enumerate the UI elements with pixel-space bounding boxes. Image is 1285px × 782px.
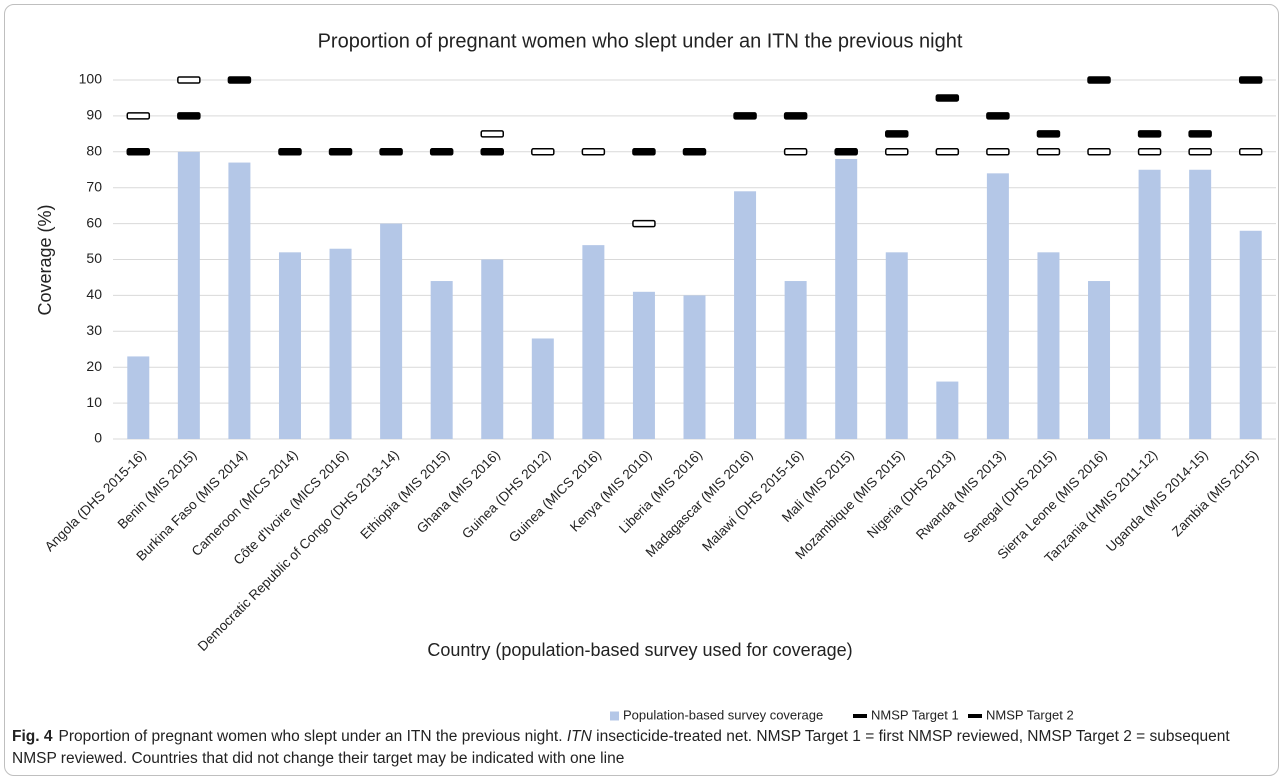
bar — [784, 281, 807, 439]
x-tick-label: Senegal (DHS 2015) — [960, 447, 1059, 546]
bar — [683, 295, 706, 439]
y-tick-label: 0 — [94, 430, 102, 446]
bar — [1037, 252, 1060, 439]
x-tick-label: Guinea (DHS 2012) — [459, 447, 553, 541]
caption-label: Fig. 4 — [12, 728, 53, 745]
bar — [1138, 169, 1161, 439]
target-marker — [177, 76, 201, 84]
target-marker — [328, 148, 353, 156]
legend-swatch — [968, 714, 982, 718]
target-marker — [1238, 76, 1263, 84]
bar — [177, 151, 200, 440]
target-marker — [531, 148, 555, 156]
bar — [936, 381, 959, 439]
bar — [582, 245, 605, 439]
x-tick-label: Guinea (MICS 2016) — [506, 447, 604, 545]
target-marker — [1036, 130, 1061, 138]
x-tick-label: Nigeria (DHS 2013) — [864, 447, 958, 541]
x-tick-label: Rwanda (MIS 2013) — [913, 447, 1009, 543]
y-tick-label: 20 — [86, 358, 102, 374]
legend-label: Population-based survey coverage — [623, 707, 823, 722]
bar — [835, 158, 858, 440]
y-tick-label: 100 — [79, 71, 103, 87]
target-marker — [1238, 148, 1263, 156]
caption: Fig. 4 Proportion of pregnant women who s… — [12, 726, 1274, 770]
bar — [632, 291, 655, 439]
y-tick-label: 10 — [86, 394, 102, 410]
bar — [127, 356, 150, 439]
chart-title: Proportion of pregnant women who slept u… — [318, 30, 963, 52]
figure-frame — [4, 4, 1279, 776]
legend-swatch — [610, 711, 619, 721]
target-marker — [480, 130, 504, 138]
legend-label: NMSP Target 1 — [871, 707, 959, 722]
bar — [1239, 230, 1262, 439]
target-marker — [1188, 130, 1212, 138]
caption-text: insecticide-treated net. NMSP Target 1 =… — [12, 728, 1230, 767]
x-tick-label: Angola (DHS 2015-16) — [42, 447, 149, 554]
target-marker — [480, 148, 504, 156]
target-marker — [1087, 148, 1111, 156]
target-marker — [126, 148, 151, 156]
bar — [885, 252, 908, 439]
bar — [278, 252, 301, 439]
target-marker — [783, 148, 808, 156]
target-marker — [783, 112, 808, 120]
x-tick-label: Zambia (MIS 2015) — [1169, 447, 1261, 539]
caption-text: Proportion of pregnant women who slept u… — [58, 728, 563, 745]
target-marker — [632, 219, 656, 228]
bar — [734, 191, 757, 439]
target-marker — [1036, 148, 1061, 156]
y-tick-label: 50 — [86, 250, 102, 266]
bar — [481, 259, 504, 439]
bar — [430, 281, 453, 439]
target-marker — [935, 94, 960, 102]
target-marker — [126, 112, 151, 120]
target-marker — [885, 148, 909, 156]
target-marker — [1087, 76, 1111, 84]
target-marker — [1137, 130, 1162, 138]
target-marker — [986, 148, 1010, 156]
y-tick-label: 80 — [86, 143, 102, 159]
target-marker — [682, 148, 707, 156]
target-marker — [227, 76, 252, 84]
bar — [228, 162, 251, 439]
target-marker — [1188, 148, 1212, 156]
target-marker — [581, 148, 606, 156]
target-marker — [733, 112, 757, 120]
bar — [329, 248, 352, 439]
target-marker — [379, 148, 403, 156]
x-tick-label: Malawi (DHS 2015-16) — [699, 447, 806, 554]
bar — [531, 338, 554, 439]
bar — [1189, 169, 1212, 439]
y-tick-label: 30 — [86, 322, 102, 338]
caption-abbrev: ITN — [566, 728, 592, 745]
target-marker — [278, 148, 302, 156]
x-tick-label: Ethiopia (MIS 2015) — [357, 447, 452, 542]
legend-label: NMSP Target 2 — [986, 707, 1074, 722]
y-tick-label: 90 — [86, 107, 102, 123]
bar — [1088, 281, 1111, 439]
y-tick-label: 40 — [86, 286, 102, 302]
target-marker — [834, 148, 858, 156]
bar — [380, 223, 403, 439]
y-axis-label: Coverage (%) — [35, 204, 55, 315]
legend-swatch — [853, 714, 867, 718]
x-axis-label: Country (population-based survey used fo… — [427, 640, 852, 660]
target-marker — [885, 130, 909, 138]
y-tick-label: 70 — [86, 178, 102, 194]
target-marker — [429, 148, 454, 156]
x-tick-label: Uganda (MIS 2014-15) — [1103, 447, 1211, 555]
target-marker — [1137, 148, 1162, 156]
target-marker — [177, 112, 201, 120]
target-marker — [986, 112, 1010, 120]
y-tick-label: 60 — [86, 214, 102, 230]
target-marker — [632, 148, 656, 156]
chart: Proportion of pregnant women who slept u… — [35, 30, 1276, 722]
target-marker — [935, 148, 960, 156]
bar — [986, 173, 1009, 439]
